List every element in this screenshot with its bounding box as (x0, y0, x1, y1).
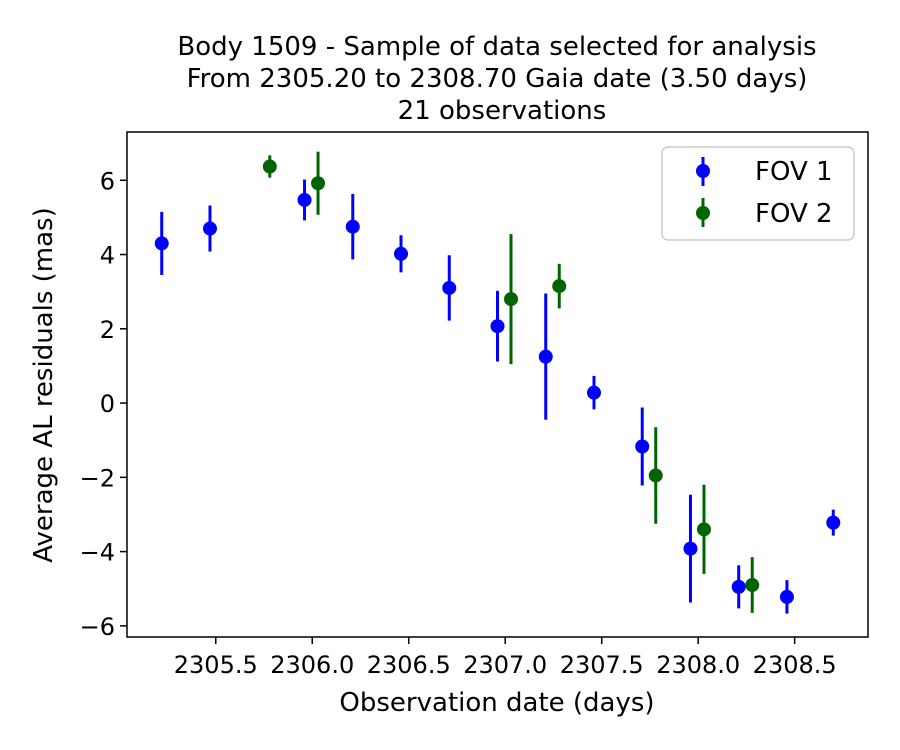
data-point (538, 349, 553, 364)
y-axis-label: Average AL residuals (mas) (29, 207, 59, 563)
chart-title-line-2: From 2305.20 to 2308.70 Gaia date (3.50 … (187, 64, 808, 94)
data-point (297, 192, 312, 207)
chart-title: Body 1509 - Sample of data selected for … (177, 32, 816, 126)
data-point (202, 221, 217, 236)
data-point (345, 219, 360, 234)
data-point (394, 246, 409, 261)
y-tick-label: 4 (100, 242, 115, 270)
data-point (552, 279, 567, 294)
data-point (648, 468, 663, 483)
y-tick-label: 6 (100, 167, 115, 195)
data-point (504, 292, 519, 307)
data-point (683, 541, 698, 556)
data-point (311, 176, 326, 191)
y-tick-label: 0 (100, 390, 115, 418)
x-tick-label: 2308.5 (753, 651, 837, 679)
y-tick-label: −4 (80, 539, 115, 567)
x-tick-label: 2306.5 (367, 651, 451, 679)
data-point (154, 236, 169, 251)
data-point (696, 522, 711, 537)
chart-title-line-1: Body 1509 - Sample of data selected for … (177, 32, 816, 62)
x-axis-label: Observation date (days) (339, 688, 654, 718)
y-tick-label: 2 (100, 316, 115, 344)
series-fov1 (154, 179, 841, 614)
data-point (586, 385, 601, 400)
legend-box (661, 146, 855, 241)
data-point (731, 579, 746, 594)
data-point (745, 578, 760, 593)
data-points (154, 151, 841, 614)
legend-fov2-marker (696, 206, 710, 220)
y-tick-label: −6 (80, 613, 115, 641)
x-tick-label: 2308.0 (656, 651, 740, 679)
data-point (262, 159, 277, 174)
data-point (490, 319, 505, 334)
data-point (635, 439, 650, 454)
x-axis-ticks: 2305.5 2306.0 2306.5 2307.0 2307.5 2308.0 2308… (174, 637, 837, 679)
data-point (779, 589, 794, 604)
legend: FOV 1 FOV 2 (661, 146, 855, 241)
x-tick-label: 2306.0 (270, 651, 354, 679)
x-tick-label: 2307.0 (463, 651, 547, 679)
data-point (442, 280, 457, 295)
legend-fov1-marker (696, 164, 710, 178)
x-tick-label: 2305.5 (174, 651, 258, 679)
y-axis-ticks: −6 −4 −2 0 2 4 6 (80, 167, 127, 641)
y-tick-label: −2 (80, 464, 115, 492)
legend-fov2-label: FOV 2 (755, 199, 833, 229)
legend-fov1-label: FOV 1 (755, 157, 833, 187)
plot-area-frame (126, 131, 869, 638)
chart-title-line-3: 21 observations (398, 96, 607, 126)
data-point (826, 515, 841, 530)
x-tick-label: 2307.5 (560, 651, 644, 679)
series-fov2 (262, 151, 760, 613)
